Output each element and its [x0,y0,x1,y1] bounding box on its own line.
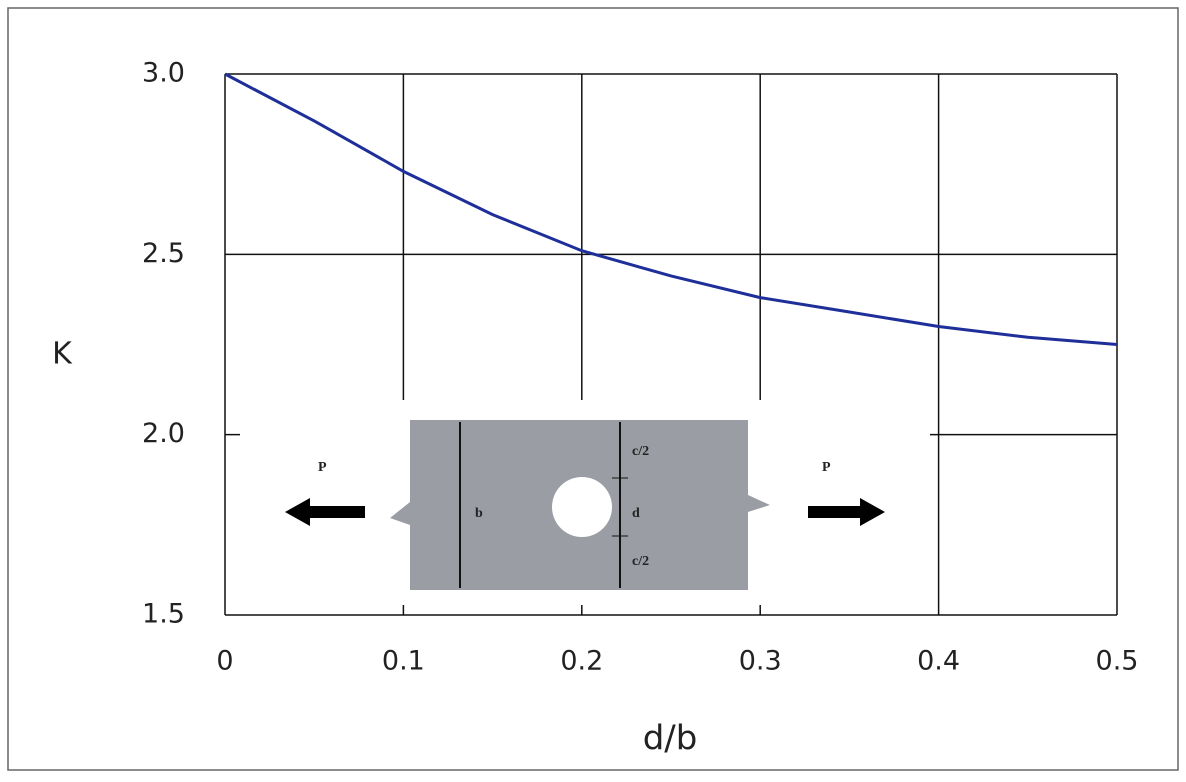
y-tick-label: 2.0 [142,418,185,449]
annotation: b [475,506,483,521]
arrow-left [285,498,365,526]
line [224,72,1118,346]
annotation: c/2 [632,444,649,459]
x-axis-label: d/b [643,719,698,759]
annotation: P [318,460,327,475]
annotation: c/2 [632,554,649,569]
y-axis-label: K [52,337,73,372]
x-tick-label: 0.3 [739,646,782,677]
hole [552,477,612,537]
annotation: d [632,506,640,521]
x-tick-label: 0.2 [560,646,603,677]
x-tick-label: 0.5 [1096,646,1139,677]
y-tick-label: 2.5 [142,238,185,269]
y-tick-label: 1.5 [142,599,185,630]
x-tick-label: 0 [216,646,233,677]
x-tick-label: 0.1 [382,646,425,677]
frame [7,7,1179,771]
annotation: P [822,460,831,475]
arrow-right [808,498,885,526]
inset-diagram: P P b c/2 d c/2 [285,420,885,590]
y-tick-label: 3.0 [142,58,185,89]
x-tick-label: 0.4 [917,646,960,677]
